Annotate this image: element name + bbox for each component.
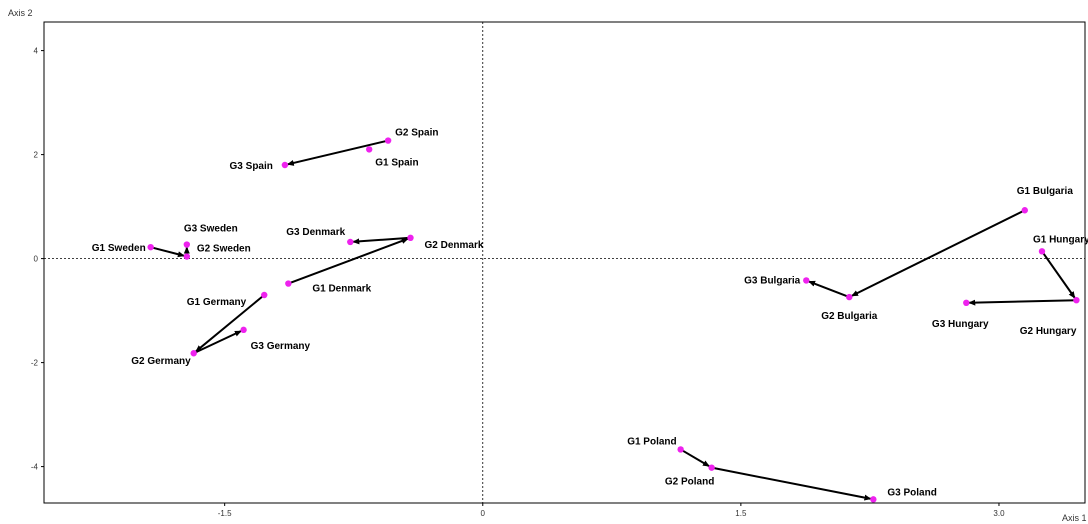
point-g3-poland [870,496,877,503]
point-g2-bulgaria [846,293,853,301]
point-g3-sweden [183,241,191,248]
point-g1-germany [261,291,268,299]
point-g2-germany [190,350,197,357]
label-g1-denmark: G1 Denmark [312,284,371,295]
x-tick-label: -1.5 [218,509,232,518]
arrow-g1-poland-to-g2-poland [680,448,710,467]
label-g1-germany: G1 Germany [187,297,247,308]
y-tick-label: -4 [31,463,39,472]
label-g2-sweden: G2 Sweden [197,244,251,255]
point-g2-hungary [1073,297,1080,304]
y-tick-label: 4 [34,47,39,56]
point-g1-denmark [285,280,292,287]
arrow-g2-spain-to-g3-spain [286,139,389,166]
zero-lines [44,22,1085,503]
arrow-g2-poland-to-g3-poland [711,466,872,501]
arrow-g2-hungary-to-g3-hungary [968,299,1077,306]
x-tick-label: 0 [481,509,486,518]
point-g2-sweden [183,253,191,260]
label-g2-denmark: G2 Denmark [425,240,484,251]
label-g2-spain: G2 Spain [395,128,438,139]
y-tick-label: 2 [34,151,39,160]
point-g1-spain [366,146,373,153]
point-g2-denmark [407,234,414,241]
y-tick-label: -2 [31,359,39,368]
arrow-g2-bulgaria-to-g3-bulgaria [808,280,850,299]
label-g1-poland: G1 Poland [627,436,676,447]
label-g2-poland: G2 Poland [665,477,714,488]
label-g2-hungary: G2 Hungary [1020,326,1077,337]
label-g1-spain: G1 Spain [375,157,418,168]
point-g1-sweden [147,243,154,251]
arrow-g1-hungary-to-g2-hungary [1041,250,1076,299]
label-g2-bulgaria: G2 Bulgaria [821,311,878,322]
point-g3-germany [240,326,247,334]
label-g1-sweden: G1 Sweden [92,243,146,254]
label-g3-poland: G3 Poland [887,487,936,498]
arrow-g1-bulgaria-to-g2-bulgaria [851,209,1026,297]
point-g3-denmark [347,238,354,246]
y-axis-title: Axis 2 [8,8,33,18]
x-tick-label: 3.0 [993,509,1005,518]
label-g1-hungary: G1 Hungary [1033,234,1088,245]
point-g3-spain [281,161,289,169]
point-g3-hungary [963,299,970,306]
label-g2-germany: G2 Germany [131,356,191,367]
arrow-g2-denmark-to-g3-denmark [352,236,411,245]
point-g2-spain [384,137,392,144]
label-g1-bulgaria: G1 Bulgaria [1017,186,1074,197]
arrows-layer [150,139,1077,501]
axis-ticks: -1.5 0 1.5 3.0 4 2 0 -2 -4 [31,47,1005,518]
label-g3-bulgaria: G3 Bulgaria [744,275,801,286]
arrow-g2-germany-to-g3-germany [193,330,242,355]
plot-frame [43,21,1086,504]
point-g2-poland [708,464,715,471]
point-g1-poland [677,446,684,453]
point-g1-hungary [1038,248,1046,255]
arrow-g1-denmark-to-g2-denmark [287,237,409,285]
labels-layer: G1 Spain G2 Spain G3 Spain G1 Sweden G2 Swed… [92,128,1088,499]
points-layer [147,137,1080,503]
point-g3-bulgaria [803,277,810,284]
x-tick-label: 1.5 [735,509,747,518]
point-g1-bulgaria [1021,207,1028,214]
label-g3-germany: G3 Germany [251,341,311,352]
label-g3-denmark: G3 Denmark [286,227,345,238]
label-g3-spain: G3 Spain [230,161,273,172]
label-g3-sweden: G3 Sweden [184,224,238,235]
label-g3-hungary: G3 Hungary [932,319,989,330]
arrow-g1-germany-to-g2-germany [195,294,265,353]
arrow-g1-sweden-to-g2-sweden [150,246,185,258]
x-axis-title: Axis 1 [1062,513,1087,523]
y-tick-label: 0 [34,255,39,264]
